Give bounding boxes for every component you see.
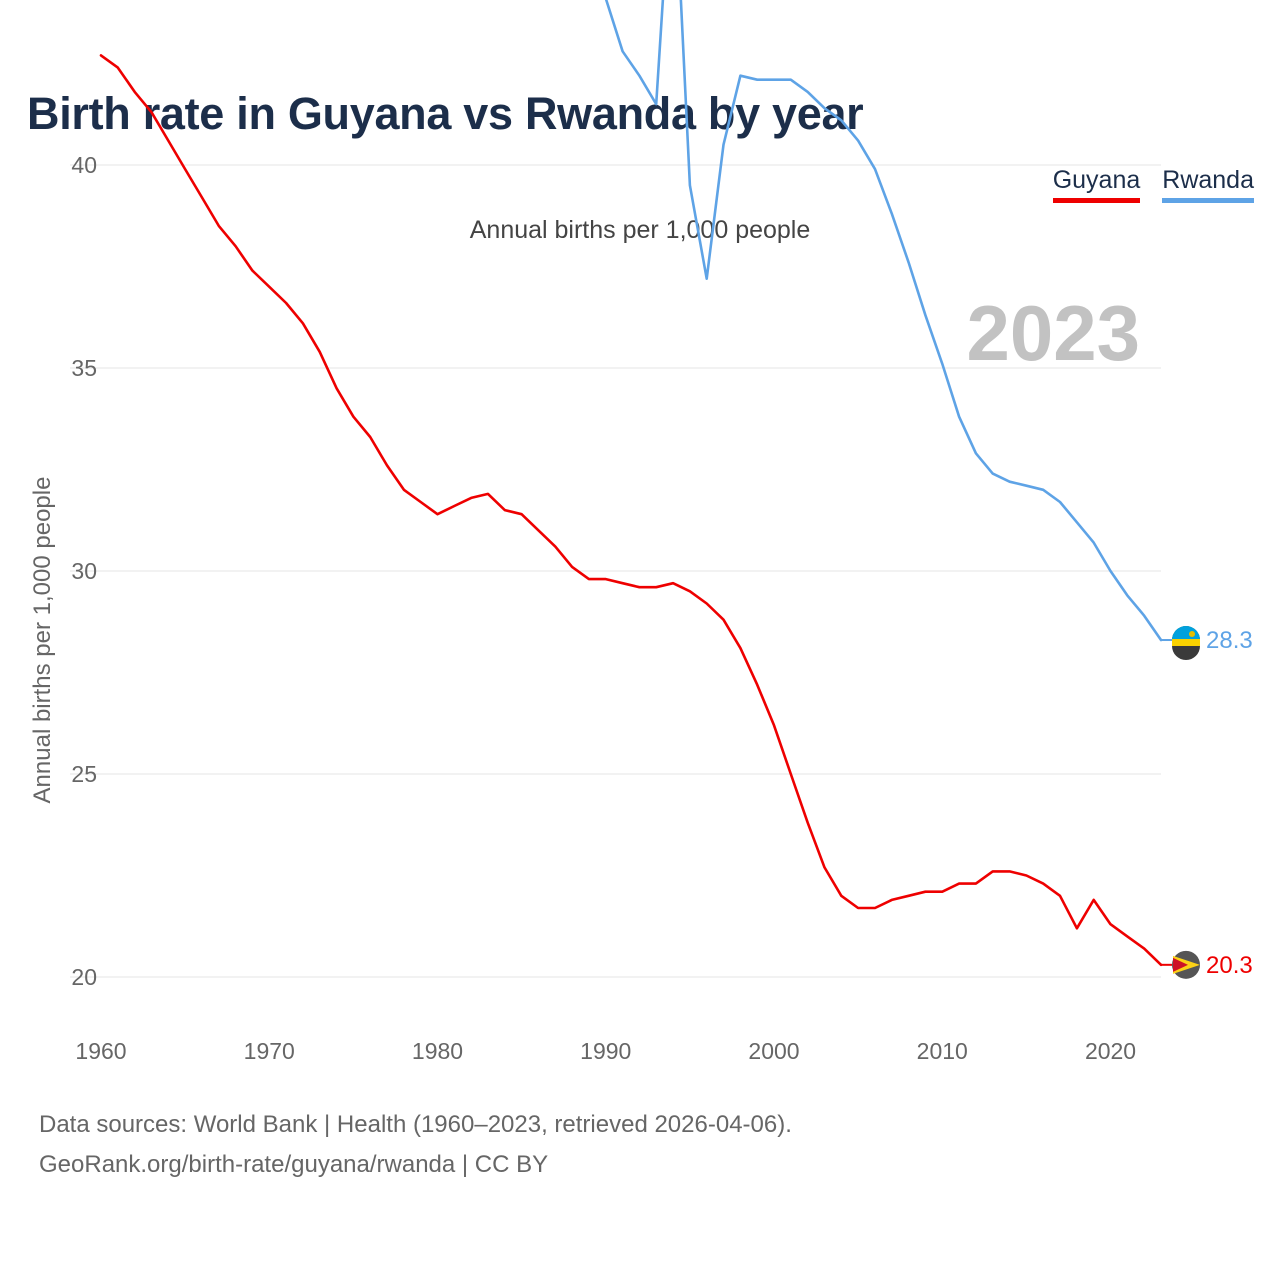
- y-tick-label: 30: [71, 558, 97, 584]
- x-tick-label: 2020: [1085, 1038, 1136, 1064]
- y-tick-label: 20: [71, 964, 97, 990]
- x-axis-ticks: 1960 1970 1980 1990 2000 2010 2020: [75, 1038, 1136, 1064]
- end-markers: 20.3 28.3: [1161, 626, 1253, 979]
- series-line-rwanda: [604, 0, 1163, 642]
- footer: Data sources: World Bank | Health (1960–…: [39, 1105, 792, 1185]
- y-tick-label: 40: [71, 152, 97, 178]
- guyana-flag-icon: [1172, 950, 1200, 979]
- footer-source: Data sources: World Bank | Health (1960–…: [39, 1111, 792, 1138]
- rwanda-flag-icon: [1172, 626, 1200, 661]
- chart-title: Birth rate in Guyana vs Rwanda by year: [27, 88, 864, 139]
- legend-item-rwanda[interactable]: Rwanda: [1162, 166, 1254, 203]
- x-tick-label: 1990: [580, 1038, 631, 1064]
- series-lines: [99, 0, 1163, 967]
- x-tick-label: 1960: [75, 1038, 126, 1064]
- y-tick-label: 35: [71, 355, 97, 381]
- series-line-guyana: [99, 54, 1163, 967]
- x-tick-label: 1970: [244, 1038, 295, 1064]
- y-axis-ticks: 20253035404550: [71, 152, 97, 990]
- legend: Guyana Rwanda: [1052, 166, 1254, 203]
- x-tick-label: 1980: [412, 1038, 463, 1064]
- y-tick-label: 25: [71, 761, 97, 787]
- chart-subtitle: Annual births per 1,000 people: [469, 216, 811, 244]
- legend-item-guyana[interactable]: Guyana: [1052, 166, 1141, 203]
- end-value-guyana: 20.3: [1206, 952, 1253, 979]
- gridlines: [70, 164, 1161, 978]
- x-tick-label: 2000: [748, 1038, 799, 1064]
- end-value-rwanda: 28.3: [1206, 627, 1253, 654]
- y-axis-label: Annual births per 1,000 people: [29, 477, 56, 804]
- x-tick-label: 2010: [917, 1038, 968, 1064]
- footer-credit[interactable]: GeoRank.org/birth-rate/guyana/rwanda | C…: [39, 1151, 549, 1178]
- year-watermark: 2023: [966, 289, 1140, 377]
